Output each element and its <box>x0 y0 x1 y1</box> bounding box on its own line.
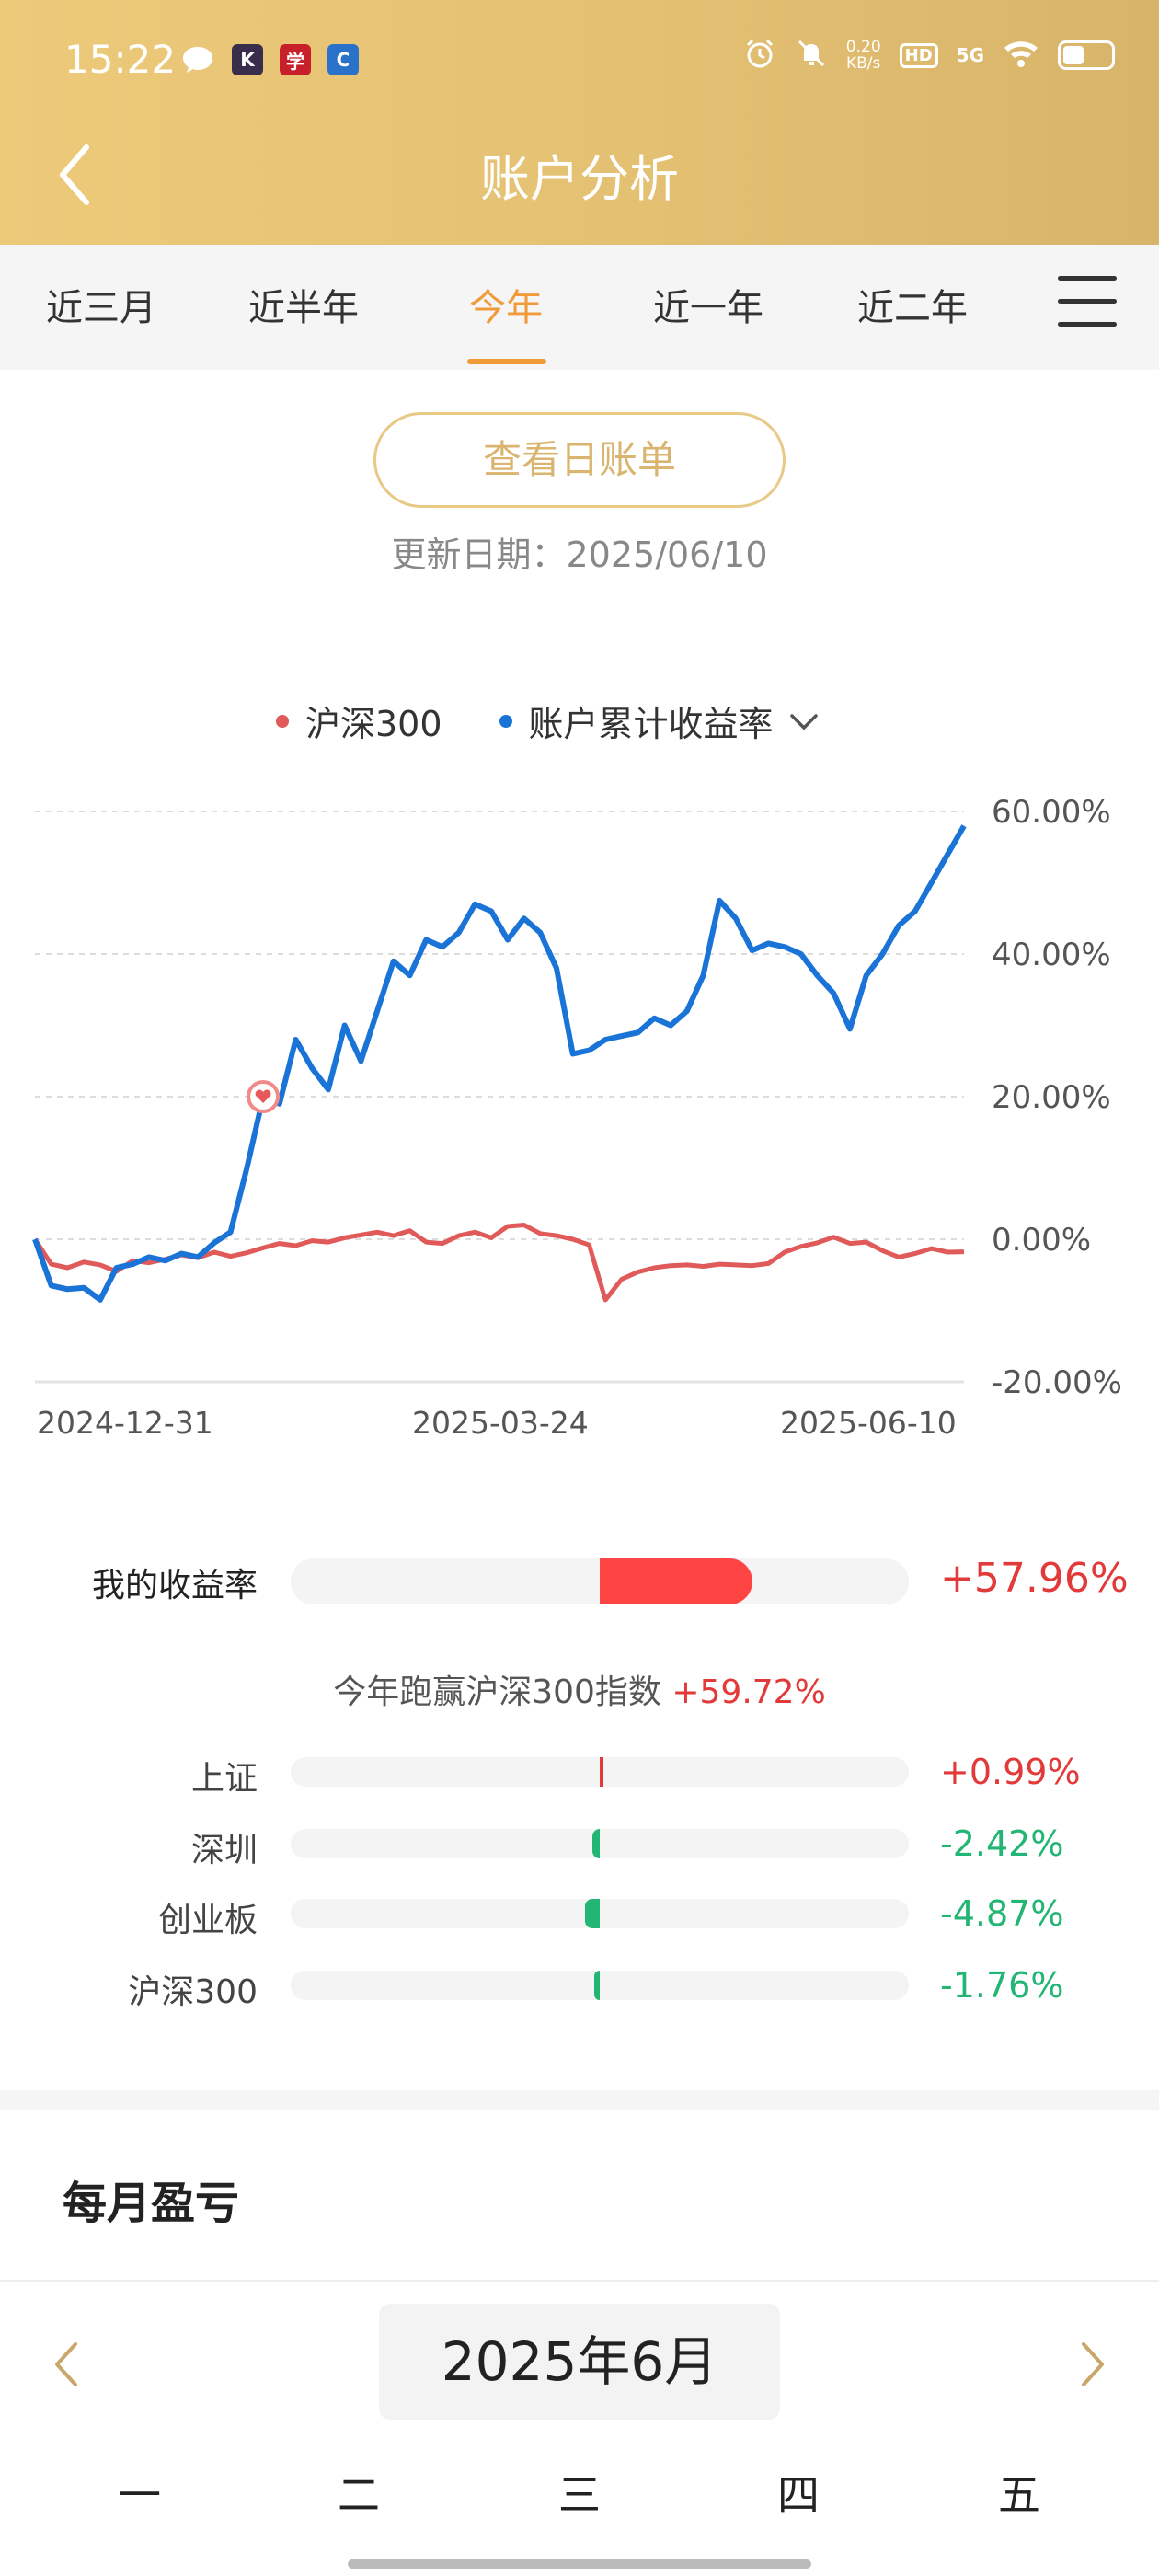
y-tick-label: 0.00% <box>992 1222 1091 1259</box>
legend-hs300: 沪深300 <box>305 704 442 744</box>
battery-icon <box>1058 40 1115 70</box>
y-tick-label: 60.00% <box>992 794 1111 831</box>
series-line-account <box>32 824 967 1303</box>
index-track <box>291 1971 909 2000</box>
c-app-icon: C <box>327 44 359 75</box>
k-app-icon: K <box>232 44 263 75</box>
my-return-track <box>291 1558 909 1604</box>
weekday-tue: 二 <box>338 2470 380 2520</box>
chevron-down-icon[interactable] <box>788 701 820 742</box>
index-value: -2.42% <box>940 1823 1064 1864</box>
back-button[interactable] <box>53 138 99 212</box>
legend-dot-account <box>499 714 512 728</box>
hd-badge: HD <box>899 42 938 68</box>
page-title: 账户分析 <box>480 150 679 208</box>
index-label: 沪深300 <box>128 1973 258 2011</box>
my-return-bar <box>600 1558 752 1604</box>
index-value: +0.99% <box>940 1752 1081 1792</box>
index-bar <box>600 1757 603 1787</box>
period-tabs: 近三月 近半年 今年 近一年 近二年 <box>0 245 1159 370</box>
header-bar: 15:22 K 学 C 0.20 KB/s HD 5G 账 <box>0 0 1159 245</box>
prev-month-chevron-left-icon[interactable] <box>48 2337 85 2392</box>
y-tick-label: -20.00% <box>992 1364 1122 1401</box>
section-divider <box>0 2090 1159 2110</box>
section-line <box>0 2280 1159 2282</box>
heart-marker-icon[interactable] <box>247 1080 281 1113</box>
next-month-chevron-right-icon[interactable] <box>1074 2337 1111 2392</box>
beat-index-text: 今年跑赢沪深300指数 +59.72% <box>0 1665 1159 1713</box>
my-return-value: +57.96% <box>940 1555 1129 1602</box>
study-app-icon: 学 <box>280 44 311 75</box>
beat-index-prefix: 今年跑赢沪深300指数 <box>333 1673 661 1711</box>
active-tab-indicator <box>467 359 546 364</box>
status-right: 0.20 KB/s HD 5G <box>743 37 1115 74</box>
legend-account-return[interactable]: 账户累计收益率 <box>528 704 774 744</box>
x-tick-label: 2024-12-31 <box>37 1405 213 1441</box>
mute-bell-icon <box>795 37 828 74</box>
index-value: -1.76% <box>940 1965 1064 2006</box>
signal-5g: 5G <box>956 44 984 66</box>
hamburger-menu-icon[interactable] <box>1058 276 1117 331</box>
index-bar <box>594 1971 600 2000</box>
y-tick-label: 40.00% <box>992 937 1111 973</box>
index-label: 上证 <box>190 1760 258 1798</box>
weekday-fri: 五 <box>998 2470 1040 2520</box>
return-line-chart: 60.00% 40.00% 20.00% 0.00% -20.00% 2024-12-31… <box>32 794 1122 1441</box>
notification-icons: K 学 C <box>180 44 359 79</box>
index-track <box>291 1899 909 1928</box>
index-track <box>291 1829 909 1858</box>
tab-two-years[interactable]: 近二年 <box>857 287 968 329</box>
weekday-wed: 三 <box>558 2470 601 2520</box>
weekday-thu: 四 <box>777 2470 820 2520</box>
net-speed: 0.20 KB/s <box>846 39 881 72</box>
x-tick-label: 2025-06-10 <box>780 1405 957 1441</box>
tab-half-year[interactable]: 近半年 <box>248 287 359 329</box>
view-daily-bill-button[interactable]: 查看日账单 <box>373 412 786 508</box>
update-date: 更新日期：2025/06/10 <box>391 535 768 575</box>
monthly-pnl-title: 每月盈亏 <box>63 2178 240 2229</box>
chat-bubble-icon <box>180 44 215 79</box>
index-label: 创业板 <box>157 1902 258 1939</box>
index-bar <box>591 1829 600 1858</box>
beat-index-value: +59.72% <box>671 1673 826 1711</box>
weekday-mon: 一 <box>119 2470 161 2520</box>
chart-legend: 沪深300 账户累计收益率 <box>276 696 820 746</box>
y-tick-label: 20.00% <box>992 1079 1111 1116</box>
net-speed-unit: KB/s <box>846 54 881 73</box>
my-return-label: 我的收益率 <box>91 1567 258 1604</box>
tab-this-year[interactable]: 今年 <box>469 287 543 329</box>
x-tick-label: 2025-03-24 <box>412 1405 589 1441</box>
tab-one-year[interactable]: 近一年 <box>653 287 763 329</box>
month-selector[interactable]: 2025年6月 <box>379 2304 780 2420</box>
index-label: 深圳 <box>190 1832 258 1869</box>
tab-three-months[interactable]: 近三月 <box>46 287 156 329</box>
index-value: -4.87% <box>940 1893 1064 1934</box>
status-bar: 15:22 K 学 C 0.20 KB/s HD 5G <box>0 0 1159 124</box>
series-line-hs300 <box>32 1223 965 1303</box>
home-indicator[interactable] <box>348 2559 811 2569</box>
wifi-icon <box>1003 39 1039 72</box>
index-track <box>291 1757 909 1787</box>
index-bar <box>584 1899 600 1928</box>
alarm-icon <box>743 37 776 74</box>
status-time: 15:22 <box>64 37 177 82</box>
legend-dot-hs300 <box>276 714 289 728</box>
net-speed-value: 0.20 <box>845 38 881 56</box>
